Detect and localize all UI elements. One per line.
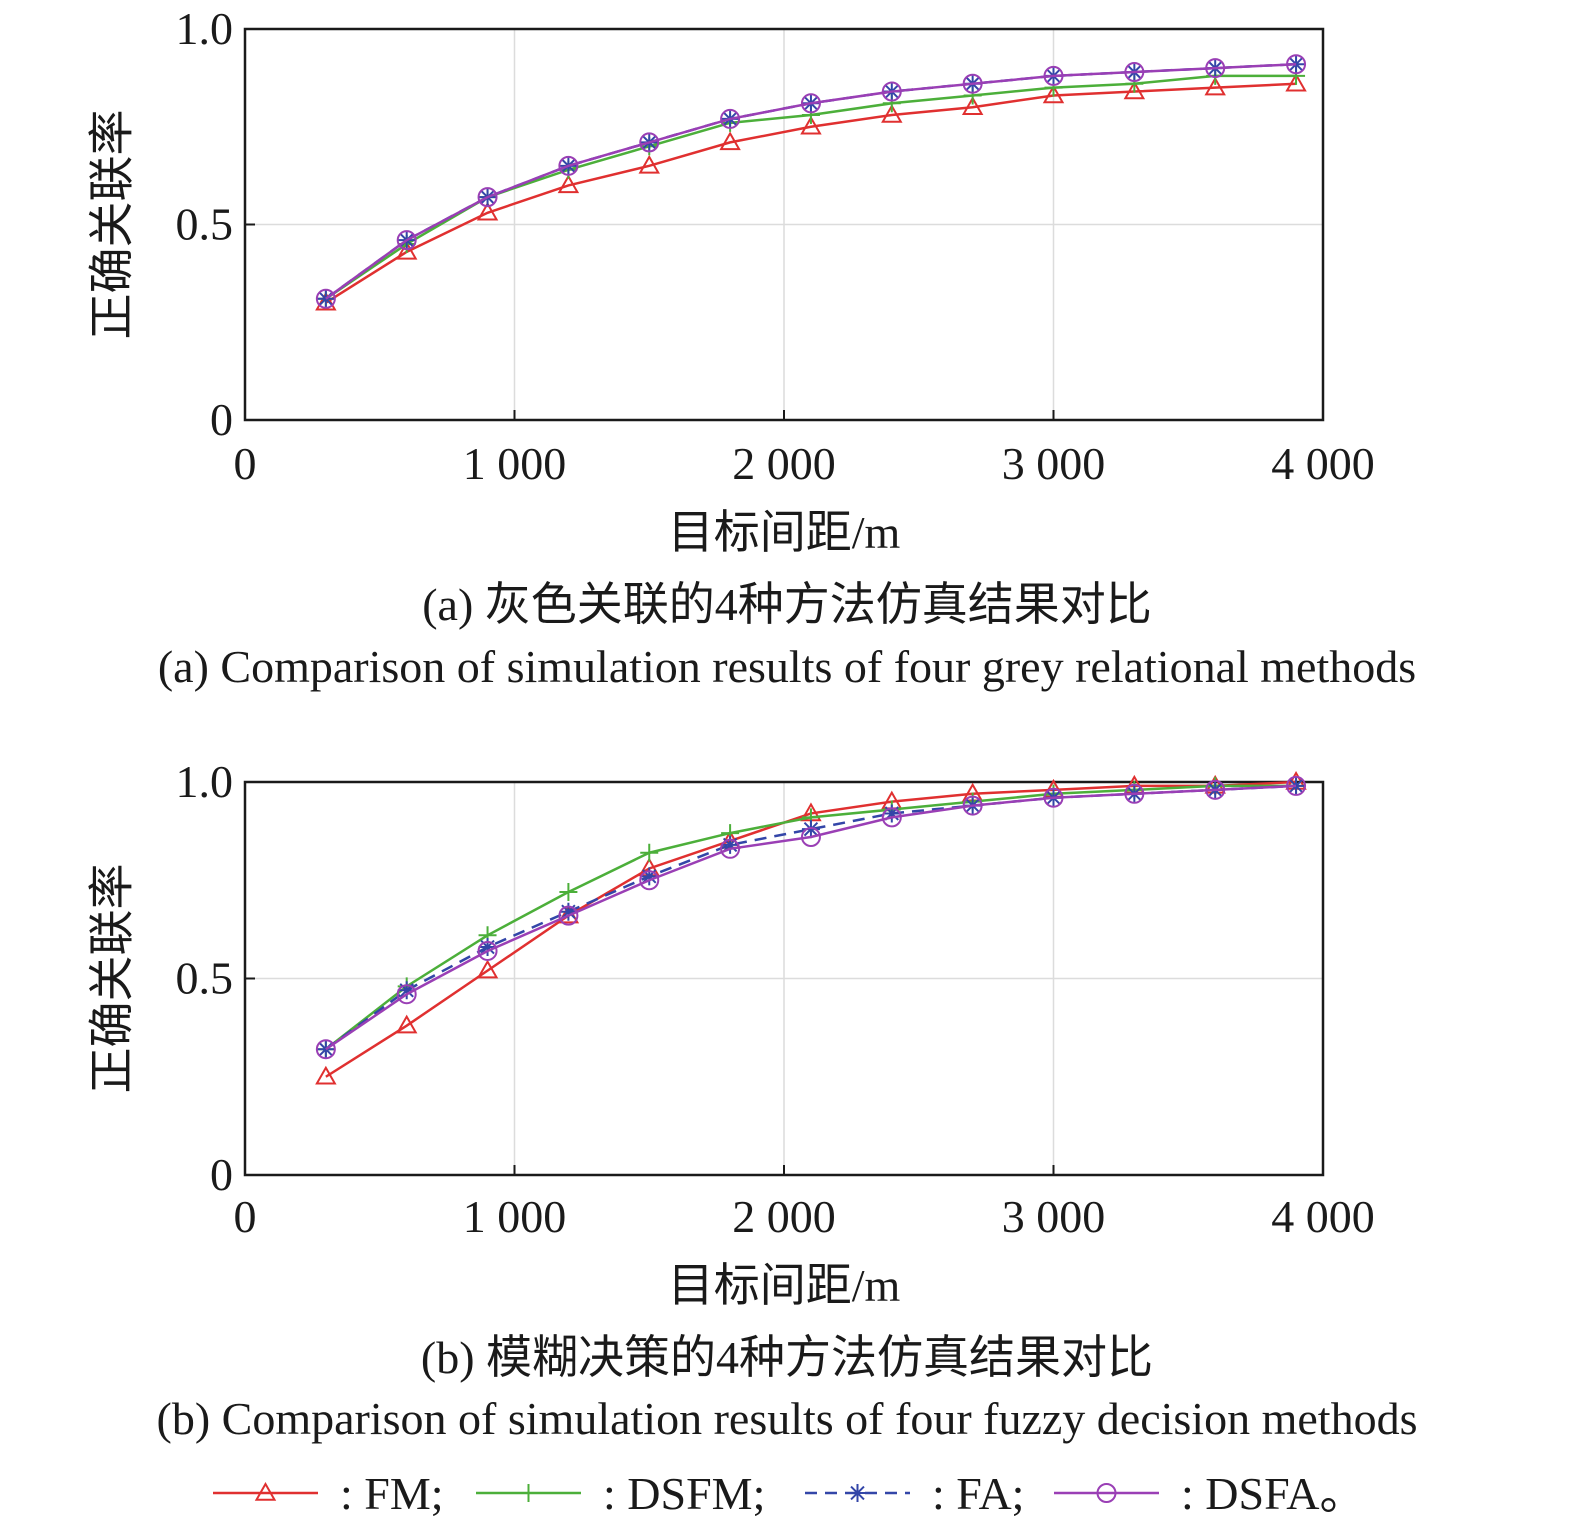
data-point-dsfa — [1286, 54, 1307, 75]
y-tick-label: 1.0 — [176, 3, 234, 54]
data-point-fa — [882, 804, 901, 823]
data-point-dsfa — [315, 288, 336, 309]
x-tick-label: 0 — [234, 1191, 257, 1242]
series-line-dsfa — [325, 62, 1297, 300]
data-point-dsfm — [559, 883, 578, 902]
series-line-dsfa — [325, 784, 1297, 1051]
series-dsfa — [315, 775, 1307, 1060]
legend-marker-dsfm — [519, 1484, 538, 1502]
y-axis-label: 正确关联率 — [87, 110, 138, 340]
data-point-dsfa — [396, 230, 417, 251]
data-point-dsfa — [558, 155, 579, 176]
legend-label-fa: : FA; — [932, 1468, 1024, 1519]
x-tick-label: 1 000 — [463, 438, 567, 489]
legend-item-dsfm: : DSFM; — [476, 1468, 765, 1519]
data-point-fa — [478, 938, 497, 957]
data-point-dsfa — [1043, 65, 1064, 86]
data-point-dsfa — [1205, 58, 1226, 79]
data-point-dsfa — [315, 1039, 336, 1060]
data-point-fm — [719, 131, 741, 151]
data-point-fm — [395, 1014, 418, 1034]
data-point-dsfa — [881, 81, 902, 102]
legend-item-dsfa: : DSFA。 — [1054, 1468, 1365, 1519]
data-point-fm — [315, 1065, 337, 1085]
data-point-dsfa — [881, 807, 902, 828]
data-point-dsfa — [639, 132, 660, 153]
x-tick-label: 2 000 — [732, 438, 836, 489]
legend-label-dsfa: : DSFA。 — [1181, 1468, 1365, 1519]
legend-marker-dsfa — [1096, 1483, 1117, 1503]
panel-caption-cn: (a) 灰色关联的4种方法仿真结果对比 — [422, 579, 1152, 630]
legend-marker-fa — [848, 1484, 867, 1502]
series-dsfa — [315, 54, 1307, 309]
legend: : FM; : DSFM; : FA; : DSFA。 — [213, 1468, 1365, 1519]
chart-panel-a: 0 1 000 2 000 3 000 4 000 0 0.5 1.0 目标间距/m 正确关联率 (… — [87, 3, 1417, 692]
data-point-dsfa — [800, 827, 821, 848]
data-point-dsfa — [1205, 779, 1226, 800]
data-point-fm — [638, 154, 660, 174]
panel-caption-cn: (b) 模糊决策的4种方法仿真结果对比 — [421, 1332, 1153, 1383]
x-axis-label: 目标间距/m — [668, 1260, 901, 1311]
x-tick-label: 2 000 — [732, 1191, 836, 1242]
data-point-dsfa — [962, 795, 983, 816]
data-point-fm — [1042, 84, 1065, 104]
data-point-fa — [721, 835, 740, 854]
y-tick-label: 0.5 — [176, 953, 234, 1004]
data-point-dsfa — [1124, 62, 1145, 83]
data-point-dsfa — [558, 905, 579, 926]
y-tick-label: 0.5 — [176, 199, 234, 250]
data-point-fm — [961, 96, 984, 115]
data-point-dsfa — [396, 984, 417, 1005]
data-point-dsfa — [800, 93, 821, 114]
panel-caption-en: (b) Comparison of simulation results of … — [157, 1393, 1418, 1444]
legend-item-fa: : FA; — [805, 1468, 1024, 1519]
data-point-fm — [1285, 72, 1307, 92]
y-tick-label: 0 — [210, 394, 233, 445]
data-point-fm — [476, 201, 499, 221]
x-tick-label: 1 000 — [463, 1191, 567, 1242]
x-tick-label: 4 000 — [1271, 438, 1375, 489]
chart-panel-b: 0 1 000 2 000 3 000 4 000 0 0.5 1.0 目标间距/m 正确关联率 (… — [87, 756, 1418, 1444]
x-tick-label: 4 000 — [1271, 1191, 1375, 1242]
x-tick-label: 3 000 — [1002, 1191, 1106, 1242]
data-point-dsfa — [1286, 775, 1307, 796]
data-point-fm — [476, 959, 499, 979]
y-tick-label: 1.0 — [176, 756, 234, 807]
data-point-dsfa — [720, 838, 741, 859]
data-point-dsfm — [640, 843, 659, 862]
series-dsfm — [316, 776, 1306, 1059]
x-tick-label: 0 — [234, 438, 257, 489]
data-point-fa — [801, 820, 820, 839]
y-axis-label: 正确关联率 — [87, 864, 138, 1094]
data-point-fa — [640, 867, 659, 886]
data-point-fm — [315, 291, 337, 311]
data-point-dsfa — [477, 940, 498, 961]
data-point-dsfa — [962, 73, 983, 94]
y-tick-label: 0 — [210, 1149, 233, 1200]
legend-label-dsfm: : DSFM; — [603, 1468, 765, 1519]
x-axis-label: 目标间距/m — [668, 507, 901, 558]
panel-caption-en: (a) Comparison of simulation results of … — [158, 641, 1416, 692]
data-point-fa — [559, 902, 578, 921]
data-point-fm — [1204, 76, 1226, 96]
data-point-dsfa — [639, 870, 660, 891]
data-point-fm — [395, 240, 418, 260]
data-point-dsfa — [1043, 787, 1064, 808]
data-point-fa — [397, 981, 416, 1000]
data-point-fm — [881, 104, 903, 123]
legend-item-fm: : FM; — [213, 1468, 444, 1519]
data-point-fa — [1287, 55, 1306, 74]
data-point-dsfa — [477, 187, 498, 208]
data-point-dsfa — [720, 108, 741, 129]
data-point-fm — [800, 115, 822, 135]
data-point-fm — [557, 174, 580, 194]
series-fa — [316, 55, 1306, 308]
legend-marker-fm — [254, 1481, 277, 1501]
data-point-dsfa — [1124, 783, 1145, 804]
x-tick-label: 3 000 — [1002, 438, 1106, 489]
data-point-fm — [1123, 80, 1146, 100]
legend-label-fm: : FM; — [340, 1468, 444, 1519]
